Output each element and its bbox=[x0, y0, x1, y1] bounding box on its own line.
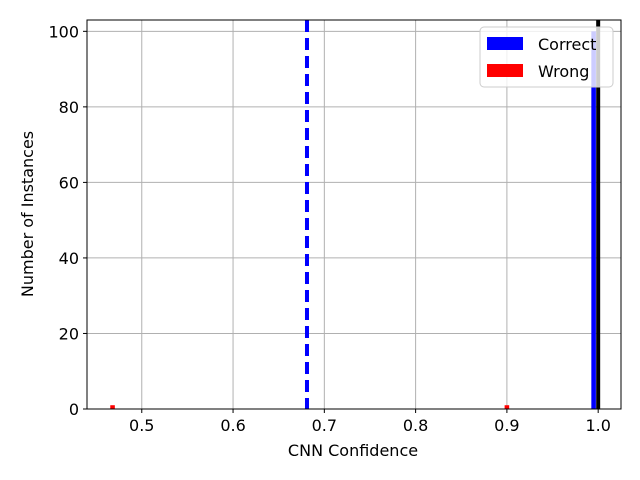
plot-area-frame bbox=[86, 19, 622, 410]
y-tick-labels: 0 20 40 60 80 100 bbox=[48, 22, 79, 419]
y-tick-label: 100 bbox=[48, 22, 79, 41]
x-tick-labels: 0.5 0.6 0.7 0.8 0.9 1.0 bbox=[129, 416, 611, 435]
legend-swatch-correct bbox=[487, 37, 523, 50]
y-axis-label: Number of Instances bbox=[18, 131, 37, 297]
x-axis-label: CNN Confidence bbox=[288, 441, 418, 460]
histogram-bars bbox=[110, 31, 596, 409]
y-tick-label: 0 bbox=[69, 400, 79, 419]
x-tick-label: 0.5 bbox=[129, 416, 154, 435]
x-tick-label: 0.9 bbox=[494, 416, 519, 435]
x-tick-label: 0.6 bbox=[220, 416, 245, 435]
legend-label-correct: Correct bbox=[538, 35, 596, 54]
axis-ticks bbox=[83, 30, 599, 413]
legend-swatch-wrong bbox=[487, 64, 523, 77]
y-tick-label: 20 bbox=[59, 324, 79, 343]
grid bbox=[87, 20, 621, 410]
y-tick-label: 60 bbox=[59, 173, 79, 192]
bar-wrong bbox=[110, 405, 115, 409]
legend: Correct Wrong bbox=[479, 26, 614, 88]
x-tick-label: 0.7 bbox=[312, 416, 337, 435]
y-tick-label: 80 bbox=[59, 98, 79, 117]
x-tick-label: 0.8 bbox=[403, 416, 428, 435]
x-tick-label: 1.0 bbox=[585, 416, 610, 435]
bar-correct bbox=[591, 31, 596, 409]
legend-label-wrong: Wrong bbox=[538, 62, 589, 81]
y-tick-label: 40 bbox=[59, 249, 79, 268]
bar-wrong bbox=[504, 405, 510, 409]
